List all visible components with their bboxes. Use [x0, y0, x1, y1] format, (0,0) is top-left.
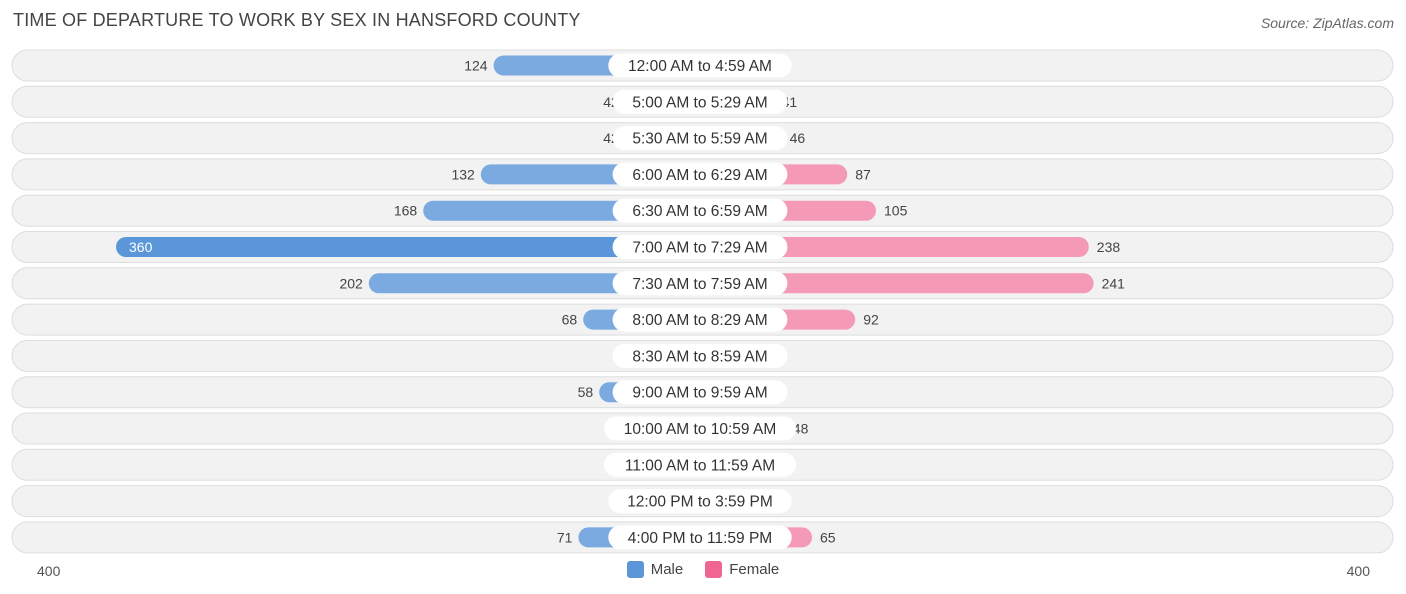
male-value-label: 360 [129, 239, 153, 255]
category-pill [608, 489, 792, 514]
male-value-label: 168 [394, 203, 418, 219]
category-label: 7:30 AM to 7:59 AM [632, 276, 767, 293]
category-pill [612, 235, 788, 259]
male-bar [116, 237, 710, 257]
source-label: Source: ZipAtlas.com [1260, 15, 1394, 31]
category-pill [612, 162, 788, 187]
category-label: 5:00 AM to 5:29 AM [632, 94, 767, 111]
category-label: 6:00 AM to 6:29 AM [632, 167, 767, 184]
male-value-label: 124 [464, 58, 488, 74]
category-label: 4:00 PM to 11:59 PM [628, 530, 772, 547]
female-value-label: 238 [1097, 239, 1121, 255]
category-label: 12:00 AM to 4:59 AM [628, 58, 772, 75]
category-pill [612, 343, 788, 368]
female-value-label: 105 [884, 203, 908, 219]
category-label: 8:30 AM to 8:59 AM [632, 348, 767, 365]
category-pill [608, 525, 792, 550]
category-pill [604, 416, 796, 441]
category-label: 9:00 AM to 9:59 AM [632, 385, 767, 402]
category-label: 5:30 AM to 5:59 AM [632, 131, 767, 148]
legend-female: Female [705, 561, 779, 578]
male-value-label: 202 [339, 275, 363, 291]
male-value-label: 58 [578, 384, 594, 400]
female-value-label: 87 [855, 166, 871, 182]
female-bar [690, 237, 1089, 257]
axis-right-label: 400 [1346, 563, 1370, 579]
chart-title: TIME OF DEPARTURE TO WORK BY SEX IN HANS… [13, 10, 581, 30]
category-label: 7:00 AM to 7:29 AM [632, 240, 767, 257]
male-value-label: 132 [451, 166, 475, 182]
legend-male: Male [626, 561, 684, 578]
axis-left-label: 400 [37, 563, 61, 579]
female-value-label: 48 [793, 421, 809, 437]
category-label: 10:00 AM to 10:59 AM [624, 421, 777, 438]
male-swatch [626, 561, 644, 578]
category-pill [612, 126, 788, 151]
legend: Male Female [0, 561, 1406, 578]
female-bar [690, 273, 1094, 294]
category-label: 11:00 AM to 11:59 AM [625, 457, 775, 474]
female-value-label: 241 [1102, 275, 1126, 291]
category-pill [612, 380, 788, 405]
female-swatch [705, 561, 723, 578]
female-value-label: 46 [790, 130, 806, 146]
category-pill [604, 452, 796, 477]
category-pill [612, 198, 788, 223]
category-label: 8:00 AM to 8:29 AM [632, 312, 767, 329]
female-value-label: 92 [863, 312, 879, 328]
male-value-label: 68 [562, 312, 578, 328]
category-label: 12:00 PM to 3:59 PM [627, 494, 773, 511]
category-label: 6:30 AM to 6:59 AM [632, 203, 767, 220]
category-pill [612, 307, 788, 332]
legend-male-label: Male [650, 561, 684, 578]
female-value-label: 65 [820, 529, 836, 545]
male-value-label: 71 [557, 529, 573, 545]
category-pill [612, 89, 788, 114]
legend-female-label: Female [729, 561, 780, 578]
category-pill [612, 271, 788, 296]
category-pill [608, 53, 792, 78]
